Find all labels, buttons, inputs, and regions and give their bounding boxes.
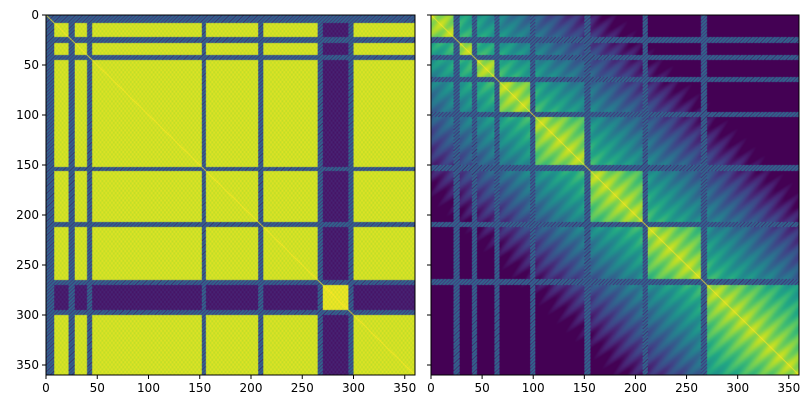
left-x-tick-label: 0	[42, 381, 50, 395]
left-y-tick-label: 50	[24, 58, 39, 72]
left-x-tick-label: 50	[90, 381, 105, 395]
left-axes-frame	[45, 14, 416, 376]
right-x-tick-label: 0	[427, 381, 435, 395]
left-x-tick-label: 100	[137, 381, 160, 395]
right-heatmap-panel: 0 50 100 150 200 250 300 350	[427, 14, 800, 395]
left-y-tick-label: 300	[16, 308, 39, 322]
right-y-ticks	[427, 14, 431, 366]
right-axes-frame	[430, 14, 800, 376]
right-x-ticks: 0 50 100 150 200 250 300 350	[427, 375, 800, 395]
left-x-tick-label: 150	[188, 381, 211, 395]
right-x-tick-label: 150	[573, 381, 596, 395]
left-x-tick-label: 250	[291, 381, 314, 395]
left-y-tick-label: 350	[16, 358, 39, 372]
right-x-tick-label: 50	[474, 381, 489, 395]
left-heatmap-image	[46, 15, 415, 375]
left-y-tick-label: 250	[16, 258, 39, 272]
left-y-tick-label: 200	[16, 208, 39, 222]
left-y-tick-label: 150	[16, 158, 39, 172]
left-heatmap-panel: 0 50 100 150 200 250 300 350 0 50 100 150 200 250 300…	[16, 8, 416, 395]
right-x-tick-label: 200	[624, 381, 647, 395]
left-x-tick-label: 300	[342, 381, 365, 395]
left-y-tick-label: 0	[31, 8, 39, 22]
right-x-tick-label: 350	[777, 381, 800, 395]
right-x-tick-label: 250	[675, 381, 698, 395]
left-x-tick-label: 200	[240, 381, 263, 395]
right-heatmap-image	[431, 15, 799, 375]
left-y-ticks: 0 50 100 150 200 250 300 350	[16, 8, 46, 372]
right-x-tick-label: 300	[726, 381, 749, 395]
left-x-tick-label: 350	[393, 381, 416, 395]
right-x-tick-label: 100	[522, 381, 545, 395]
left-x-ticks: 0 50 100 150 200 250 300 350	[42, 375, 416, 395]
left-y-tick-label: 100	[16, 108, 39, 122]
